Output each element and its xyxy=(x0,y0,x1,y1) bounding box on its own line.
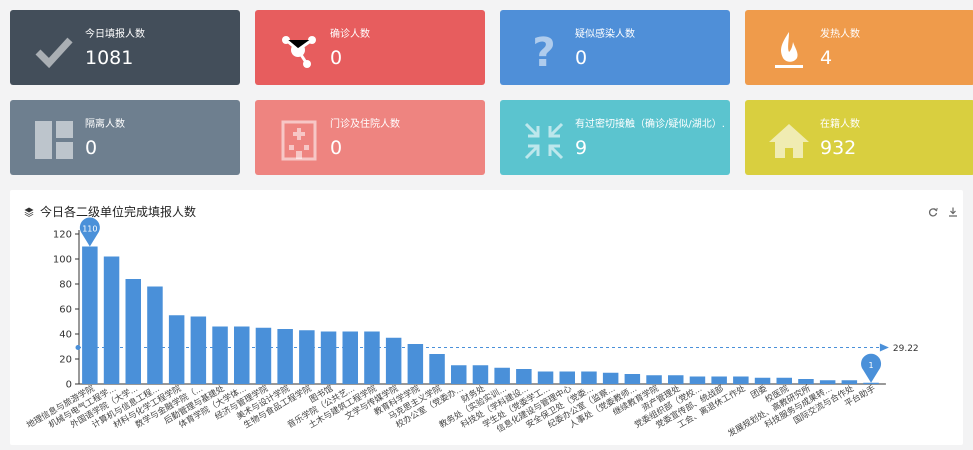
bar xyxy=(602,372,619,384)
stat-card[interactable]: 今日填报人数 1081 xyxy=(10,10,240,85)
stat-card[interactable]: 在籍人数 932 xyxy=(745,100,973,175)
bar xyxy=(494,367,510,384)
y-tick-label: 40 xyxy=(59,330,72,341)
min-markpoint-label: 1 xyxy=(869,361,874,370)
download-icon[interactable] xyxy=(948,207,958,217)
stat-card-value: 9 xyxy=(575,137,588,159)
bar xyxy=(516,369,532,384)
y-tick-label: 20 xyxy=(59,355,72,366)
average-line-label: 29.22 xyxy=(893,344,919,354)
stat-card-label: 门诊及住院人数 xyxy=(330,119,400,130)
bar xyxy=(212,326,228,384)
stat-card[interactable]: 确诊人数 0 xyxy=(255,10,485,85)
compress-icon xyxy=(524,122,564,160)
layers-icon xyxy=(24,207,34,217)
stat-card[interactable]: ? 疑似感染人数 0 xyxy=(500,10,730,85)
bar xyxy=(168,315,185,384)
refresh-icon[interactable] xyxy=(928,207,938,217)
bar xyxy=(581,371,597,384)
bar xyxy=(364,331,380,384)
bar xyxy=(342,331,358,384)
bar xyxy=(147,286,163,384)
svg-text:?: ? xyxy=(532,30,555,72)
bar xyxy=(407,344,424,384)
bar xyxy=(537,371,554,384)
bar xyxy=(819,380,836,384)
average-line-arrow xyxy=(879,343,889,352)
home-icon xyxy=(769,124,809,158)
bar xyxy=(255,327,272,384)
stat-card-value: 0 xyxy=(330,47,343,69)
bar xyxy=(624,374,641,384)
bar xyxy=(841,380,858,384)
y-tick-label: 120 xyxy=(53,230,72,241)
stat-card[interactable]: 隔离人数 0 xyxy=(10,100,240,175)
stat-card-value: 0 xyxy=(575,47,588,69)
stat-card-value: 1081 xyxy=(85,47,134,69)
stat-card[interactable]: 发热人数 4 xyxy=(745,10,973,85)
y-tick-label: 80 xyxy=(59,280,72,291)
bar xyxy=(689,376,706,384)
bar xyxy=(385,337,402,384)
bar xyxy=(668,375,684,384)
bar xyxy=(711,376,727,384)
layout-icon xyxy=(35,121,73,159)
stat-card-label: 有过密切接触（确诊/疑似/湖北）. xyxy=(575,119,725,130)
question-icon: ? xyxy=(532,30,555,72)
stat-card-label: 今日填报人数 xyxy=(85,29,145,40)
bar xyxy=(863,382,879,384)
bar xyxy=(82,246,98,384)
bar xyxy=(754,377,771,384)
stat-card-value: 0 xyxy=(330,137,343,159)
max-markpoint xyxy=(79,217,100,247)
y-tick-label: 60 xyxy=(59,305,72,316)
stat-card-label: 隔离人数 xyxy=(85,119,125,130)
bar xyxy=(234,326,250,384)
bar xyxy=(798,379,814,384)
average-line-start xyxy=(75,344,81,350)
bar xyxy=(320,331,337,384)
chart-panel: 今日各二级单位完成填报人数 0 20 40 60 80 100 120 地理信息与旅游学院机… xyxy=(10,190,963,445)
bar xyxy=(190,316,207,384)
bar xyxy=(646,375,662,384)
min-markpoint xyxy=(861,353,882,383)
bar xyxy=(733,376,749,384)
y-tick-label: 100 xyxy=(53,255,72,266)
stat-card[interactable]: 门诊及住院人数 0 xyxy=(255,100,485,175)
bar xyxy=(472,365,489,384)
bar xyxy=(776,377,792,384)
y-tick-label: 0 xyxy=(66,380,72,391)
stat-card-value: 4 xyxy=(820,47,833,69)
stat-card[interactable]: 有过密切接触（确诊/疑似/湖北）. 9 xyxy=(500,100,730,175)
stat-card-label: 发热人数 xyxy=(820,29,860,40)
fire-icon xyxy=(775,32,803,68)
stat-card-value: 0 xyxy=(85,137,98,159)
panel-title: 今日各二级单位完成填报人数 xyxy=(40,205,197,219)
checkmark-icon xyxy=(35,37,73,69)
stat-card-label: 确诊人数 xyxy=(330,29,370,40)
stat-card-label: 在籍人数 xyxy=(820,119,860,130)
bar xyxy=(451,365,467,384)
bar xyxy=(429,354,445,384)
bar xyxy=(559,371,575,384)
hospital-icon xyxy=(281,120,317,161)
bar xyxy=(125,279,141,384)
stat-card-label: 疑似感染人数 xyxy=(575,29,635,40)
panel-title-row: 今日各二级单位完成填报人数 xyxy=(24,203,196,220)
bar xyxy=(103,256,120,384)
stat-card-value: 932 xyxy=(820,137,857,159)
max-markpoint-label: 110 xyxy=(82,225,97,234)
bar xyxy=(277,329,293,384)
molecule-icon xyxy=(282,36,316,68)
bar xyxy=(299,330,315,384)
